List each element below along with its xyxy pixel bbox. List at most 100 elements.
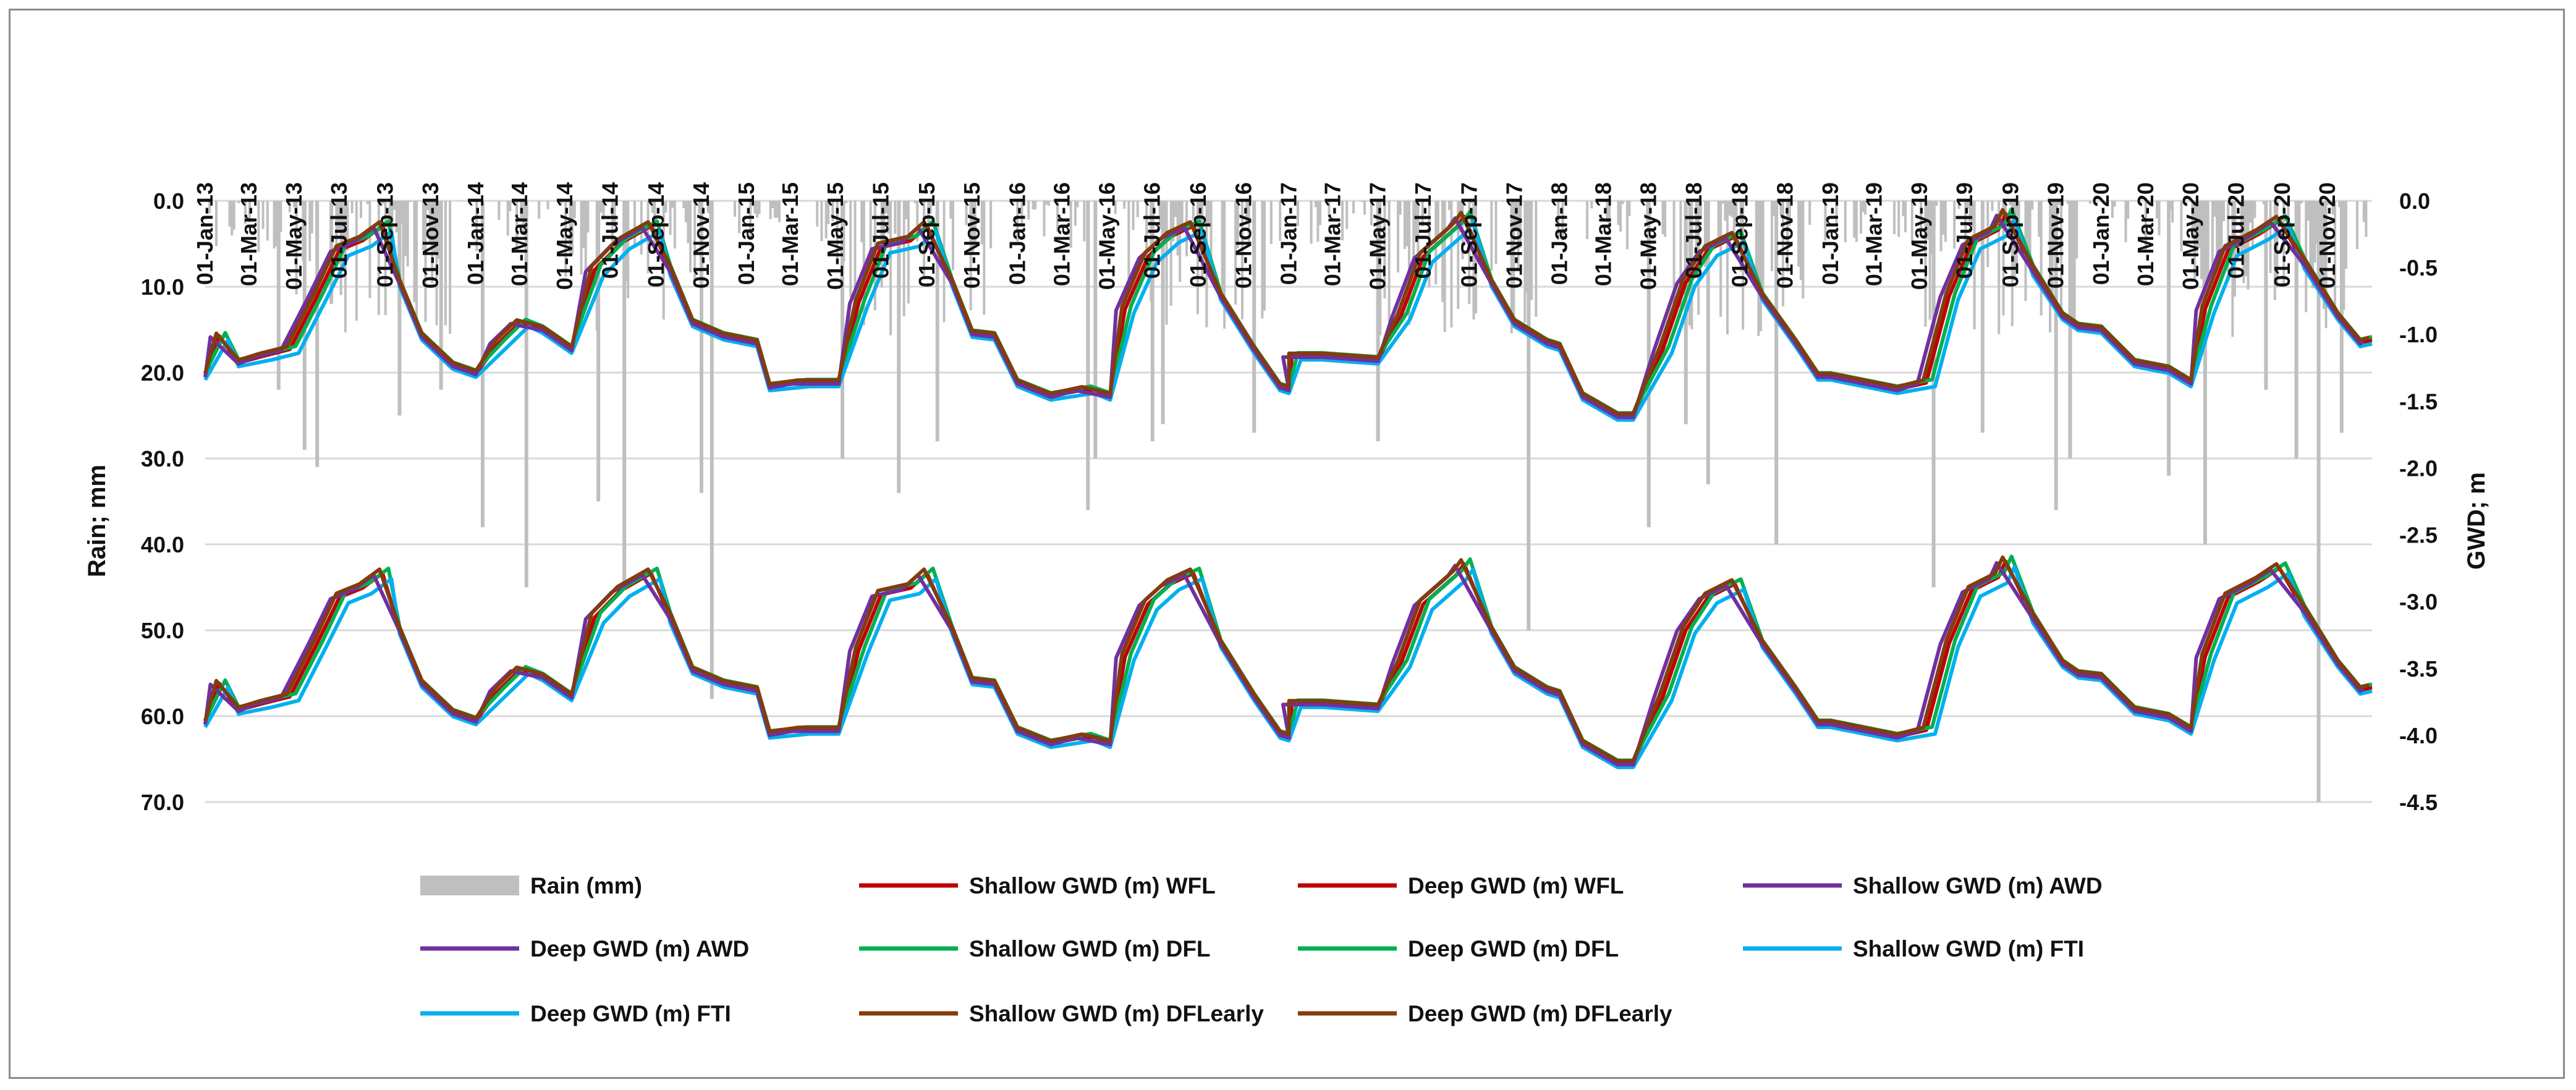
rain-bar [756,201,759,218]
rain-bar [276,201,281,390]
rain-bar [935,201,939,442]
rain-bar [1352,201,1355,214]
x-tick-label: 01-Nov-13 [418,182,443,289]
rain-bar [2276,201,2279,288]
x-tick-label: 01-Nov-19 [2043,182,2069,289]
rain-bar [422,201,425,250]
x-tick-label: 01-Sep-14 [643,182,669,287]
x-tick-label: 01-May-15 [823,182,848,290]
y-left-tick-label: 20.0 [141,360,184,386]
rain-bar [2300,201,2303,204]
y-left-tick-label: 70.0 [141,790,184,815]
rain-bar [1628,201,1631,216]
rain-bar [1032,201,1035,209]
rain-bar [1724,201,1727,221]
x-tick-label: 01-Sep-19 [1998,182,2023,287]
rain-bar [2198,201,2201,248]
rain-bar [564,201,567,277]
rain-bar [524,201,528,588]
rain-bar [2344,201,2347,269]
rain-bar [2247,201,2250,290]
rain-bar [687,201,690,243]
x-tick-label: 01-Mar-13 [236,182,261,286]
x-tick-label: 01-May-20 [2178,182,2203,290]
rain-bar [344,201,347,332]
rain-bar [622,201,627,588]
rain-bar [1470,201,1473,204]
rain-bar [310,201,313,234]
x-tick-label: 01-Nov-15 [959,182,985,289]
rain-bar [366,201,369,205]
rain-bar [1234,201,1237,305]
rain-bar [538,201,541,219]
rain-bar [1799,201,1802,281]
rain-bar [929,201,932,214]
rain-bar [293,201,296,208]
rain-bar [1417,201,1420,267]
rain-bar [1310,201,1313,244]
rain-bar [424,201,427,322]
rain-bar [2040,201,2043,316]
rain-bar [2338,201,2341,208]
rain-bar [1341,201,1344,240]
rain-bar [275,201,278,247]
rain-bar [2075,201,2078,259]
rain-bar [1590,201,1593,209]
rain-bar [1862,201,1865,213]
rain-bar [869,201,872,254]
rain-bar [1824,201,1827,241]
chart-frame [9,9,2565,1079]
legend-label: Rain (mm) [530,873,642,898]
rain-bar [1447,201,1451,210]
rain-bar [951,201,954,271]
rain-bar [1047,201,1050,206]
rain-bar [2200,201,2203,279]
rain-bar [1935,201,1938,206]
rain-bar [1174,201,1177,218]
rain-bar [2273,201,2276,300]
rain-bar [2262,201,2265,205]
rain-bar [395,201,398,233]
rain-bar [2111,201,2114,218]
rain-bar [1802,201,1805,298]
rain-bar [1695,201,1698,275]
rain-bar [1383,201,1386,299]
rain-bar [2233,201,2236,297]
rain-bar [498,201,501,220]
rain-bar [816,201,819,227]
x-tick-label: 01-May-13 [281,182,307,290]
rain-bar [2213,201,2216,217]
rain-bar [2240,201,2243,253]
rain-bar [827,201,830,224]
rain-bar [346,201,349,251]
y-right-tick-label: -2.0 [2399,455,2438,481]
rain-bar [699,201,703,493]
series-line-shallow-gwd-m-dflearly [203,208,2370,416]
rain-bar [1269,201,1273,245]
rain-bar [1608,201,1611,231]
rain-bar [368,201,371,298]
rain-bar [1045,201,1048,205]
rain-bar [931,201,934,205]
rain-bar [1363,201,1366,215]
rain-bar [2331,201,2334,215]
rain-bar [1056,201,1059,232]
rain-bar [1964,201,1967,279]
rain-bar [2167,201,2171,476]
rain-bar [2253,201,2256,218]
rain-bar [1297,201,1300,226]
rain-bar [1728,201,1731,216]
rain-bar [1252,201,1256,433]
x-tick-label: 01-Jul-19 [1952,182,1977,279]
rain-bar [1512,201,1515,326]
rain-bar [1732,201,1735,244]
rain-bar [1408,201,1411,326]
rain-bar [2010,201,2014,326]
rain-bar [1240,201,1244,319]
rain-bar [341,201,345,270]
rain-bar [2309,201,2312,268]
y-right-tick-label: -0.5 [2399,255,2438,281]
rain-bar [315,201,320,467]
rain-bar [2220,201,2223,268]
rain-bar [515,201,519,251]
